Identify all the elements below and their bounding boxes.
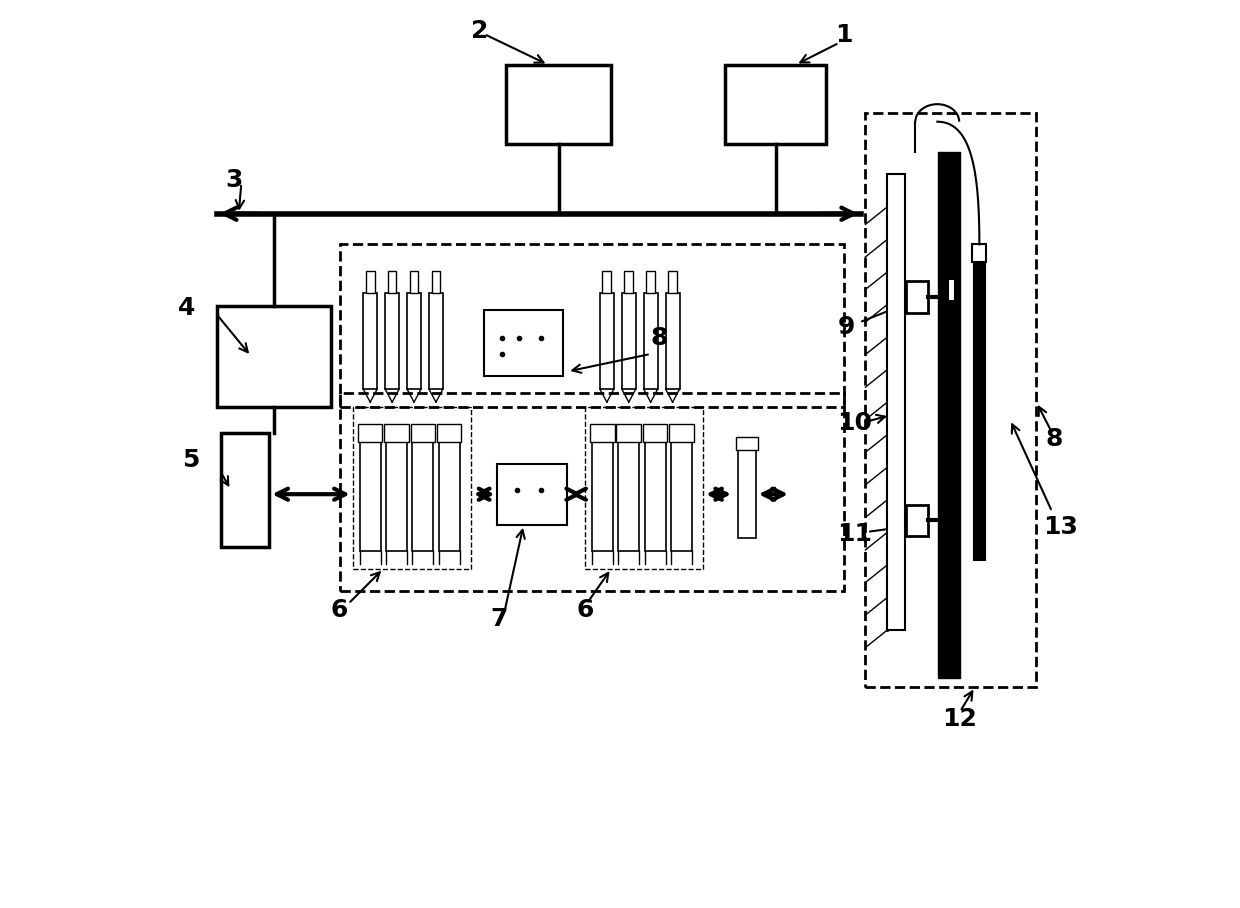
Bar [670,424,693,441]
Text: 13: 13 [1043,515,1079,538]
Bar [386,441,407,551]
Text: 8: 8 [651,326,668,350]
Text: 12: 12 [942,707,977,732]
Bar [585,407,703,568]
Bar [725,64,826,143]
Bar [621,292,636,389]
Bar [506,64,611,143]
Bar [436,424,461,441]
Bar [738,450,756,538]
Bar [221,433,269,547]
Bar [905,505,928,537]
Bar [217,306,331,407]
Bar [888,174,905,630]
Bar [366,271,374,292]
Text: 3: 3 [226,169,243,192]
Bar [432,271,440,292]
Text: 1: 1 [835,24,852,47]
Bar [497,463,568,525]
Bar [591,441,613,551]
Text: 8: 8 [1045,427,1063,451]
Bar [646,271,655,292]
Bar [642,424,667,441]
Bar [384,424,409,441]
Bar [352,407,471,568]
Bar [866,113,1037,687]
Bar [412,441,433,551]
Text: 6: 6 [331,597,348,622]
Text: 11: 11 [837,522,873,546]
Bar [616,424,641,441]
Bar [358,424,382,441]
Bar [386,292,399,389]
Bar [360,441,381,551]
Bar [429,292,443,389]
Bar [645,441,666,551]
Bar [668,271,677,292]
Bar [975,262,985,560]
Bar [363,292,377,389]
Text: 7: 7 [490,607,507,631]
Bar [619,441,640,551]
Bar [937,153,960,678]
Bar [410,424,435,441]
Bar [484,311,563,376]
Bar [407,292,422,389]
Bar [409,271,418,292]
Bar [972,244,986,262]
Text: 2: 2 [471,19,489,44]
Text: 4: 4 [177,295,195,320]
Bar [590,424,615,441]
Bar [625,271,634,292]
Text: 6: 6 [577,597,594,622]
Text: 10: 10 [837,411,873,435]
Bar [947,280,955,301]
Bar [644,292,657,389]
Bar [600,292,614,389]
Bar [439,441,460,551]
Bar [340,244,843,407]
Bar [603,271,611,292]
Bar [388,271,397,292]
Text: 5: 5 [182,448,200,472]
Bar [666,292,680,389]
Bar [340,393,843,590]
Bar [905,281,928,312]
Bar [671,441,692,551]
Text: 9: 9 [837,315,854,339]
Bar [735,438,759,450]
